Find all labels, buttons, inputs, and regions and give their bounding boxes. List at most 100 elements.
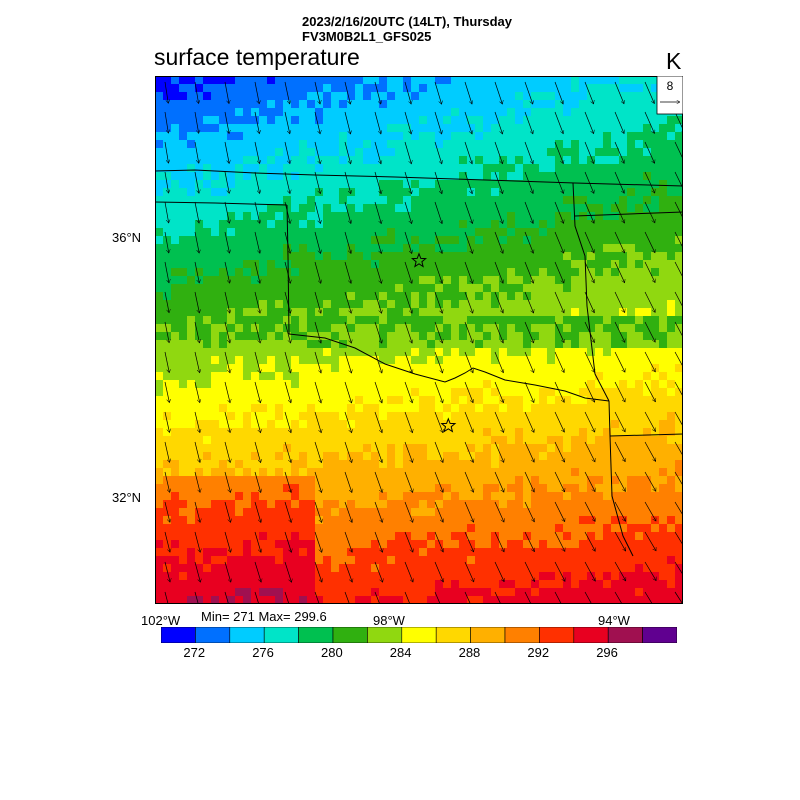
wind-vector [524, 261, 534, 283]
field-cell [411, 300, 419, 308]
wind-vector [404, 231, 412, 254]
field-cell [523, 100, 531, 108]
field-cell [659, 524, 667, 532]
field-cell [323, 172, 331, 180]
field-cell [211, 332, 219, 340]
field-cell [635, 84, 643, 92]
field-cell [507, 268, 515, 276]
field-cell [419, 100, 427, 108]
field-cell [419, 580, 427, 588]
field-cell [203, 348, 211, 356]
field-cell [435, 148, 443, 156]
field-cell [427, 588, 435, 596]
field-cell [323, 76, 331, 84]
missouri-arkansas-border [574, 211, 683, 217]
wind-vector [584, 291, 594, 313]
field-cell [155, 244, 163, 252]
field-cell [555, 180, 563, 188]
field-cell [387, 460, 395, 468]
field-cell [339, 100, 347, 108]
field-cell [515, 252, 523, 260]
field-cell [275, 460, 283, 468]
field-cell [163, 108, 171, 116]
field-cell [291, 124, 299, 132]
wind-vector [584, 531, 595, 551]
field-cell [387, 292, 395, 300]
field-cell [435, 468, 443, 476]
field-cell [307, 284, 315, 292]
field-cell [475, 268, 483, 276]
field-cell [507, 452, 515, 460]
field-cell [187, 252, 195, 260]
field-cell [419, 500, 427, 508]
field-cell [203, 484, 211, 492]
field-cell [523, 332, 531, 340]
field-cell [371, 532, 379, 540]
field-cell [435, 436, 443, 444]
field-cell [603, 92, 611, 100]
field-cell [451, 324, 459, 332]
field-cell [611, 124, 619, 132]
field-cell [211, 236, 219, 244]
field-cell [555, 532, 563, 540]
field-cell [179, 468, 187, 476]
field-cell [347, 292, 355, 300]
field-cell [323, 548, 331, 556]
field-cell [499, 444, 507, 452]
wind-vector [254, 441, 261, 463]
field-cell [643, 100, 651, 108]
field-cell [179, 436, 187, 444]
wind-vector [644, 381, 656, 402]
field-cell [331, 380, 339, 388]
field-cell [243, 420, 251, 428]
field-cell [211, 532, 219, 540]
field-cell [467, 108, 475, 116]
field-cell [235, 92, 243, 100]
field-cell [555, 524, 563, 532]
wind-vector [464, 471, 474, 492]
field-cell [331, 364, 339, 372]
field-cell [635, 556, 643, 564]
field-cell [251, 188, 259, 196]
field-cell [291, 276, 299, 284]
field-cell [411, 116, 419, 124]
field-cell [459, 580, 467, 588]
field-cell [155, 580, 163, 588]
field-cell [507, 396, 515, 404]
field-cell [435, 524, 443, 532]
field-cell [259, 188, 267, 196]
field-cell [611, 596, 619, 604]
field-cell [515, 524, 523, 532]
field-cell [499, 508, 507, 516]
wind-vector [374, 81, 381, 104]
field-cell [587, 500, 595, 508]
field-cell [259, 468, 267, 476]
field-cell [275, 572, 283, 580]
field-cell [187, 196, 195, 204]
field-cell [443, 460, 451, 468]
field-cell [595, 580, 603, 588]
field-cell [611, 460, 619, 468]
field-cell [227, 436, 235, 444]
field-cell [555, 484, 563, 492]
field-cell [523, 500, 531, 508]
field-cell [427, 404, 435, 412]
field-cell [227, 108, 235, 116]
field-cell [339, 364, 347, 372]
field-cell [267, 340, 275, 348]
field-cell [499, 260, 507, 268]
field-cell [427, 452, 435, 460]
field-cell [283, 460, 291, 468]
field-cell [563, 372, 571, 380]
field-cell [619, 316, 627, 324]
field-cell [283, 452, 291, 460]
field-cell [363, 340, 371, 348]
wind-vector [584, 231, 594, 253]
field-cell [283, 588, 291, 596]
field-cell [291, 532, 299, 540]
field-cell [427, 108, 435, 116]
field-cell [291, 156, 299, 164]
field-cell [427, 260, 435, 268]
field-cell [155, 508, 163, 516]
field-cell [347, 404, 355, 412]
